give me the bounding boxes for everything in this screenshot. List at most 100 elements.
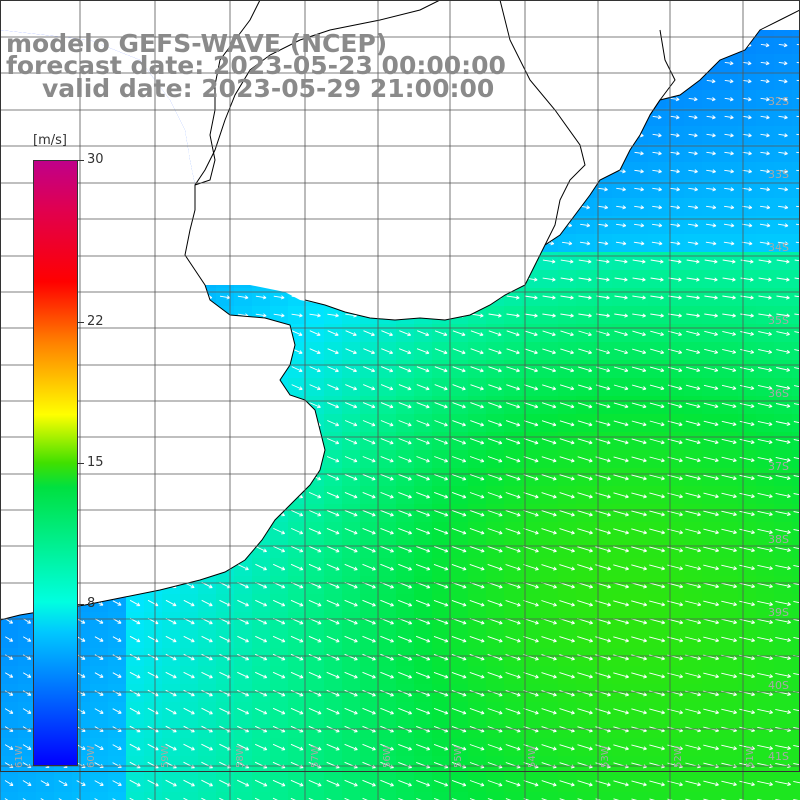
wind-arrow [776,313,790,318]
wind-arrow [757,420,773,427]
wind-arrow [705,223,717,228]
wind-arrow [524,348,538,355]
wind-arrow [380,420,394,427]
wind-arrow [669,223,681,228]
wind-arrow [344,743,358,751]
wind-arrow [201,599,213,607]
wind-arrow [542,366,557,373]
wind-arrow [201,689,213,697]
wind-arrow [721,582,737,589]
wind-arrow [327,438,340,445]
wind-arrow [706,205,717,210]
wind-arrow [616,187,626,192]
wind-arrow [632,277,646,282]
latitude-label: 34S [768,241,789,254]
wind-arrow [398,653,413,661]
wind-arrow [505,528,521,535]
wind-arrow [796,205,800,208]
colorbar-tick-mark [78,321,84,323]
speed-cell [792,72,800,91]
wind-arrow [487,635,503,643]
wind-arrow [562,241,573,246]
wind-arrow [112,798,117,800]
wind-arrow [559,672,575,679]
wind-arrow [721,672,737,679]
wind-arrow [613,546,630,553]
wind-arrow [506,330,520,337]
wind-arrow [757,708,773,715]
wind-arrow [487,671,503,679]
wind-arrow [577,492,593,499]
speed-cell [792,756,800,775]
wind-arrow [775,636,791,643]
wind-arrow [309,366,321,373]
wind-arrow [272,689,286,697]
wind-arrow [434,474,449,481]
wind-arrow [721,456,737,463]
wind-arrow [596,348,611,355]
wind-arrow [721,510,737,517]
wind-arrow [380,545,394,553]
wind-arrow [706,97,716,102]
wind-arrow [40,798,45,800]
wind-arrow [703,582,720,589]
speed-cell [792,522,800,541]
wind-arrow [487,492,503,499]
colorbar-tick-label: 22 [87,313,104,329]
wind-arrow [559,564,575,571]
wind-arrow [505,780,521,787]
wind-arrow [613,456,629,463]
speed-cell [792,180,800,199]
wind-arrow [577,528,593,535]
wind-arrow [398,635,413,643]
wind-arrow [506,313,520,318]
wind-arrow [705,241,717,246]
wind-arrow [776,349,790,354]
wind-arrow [758,259,772,264]
wind-arrow [273,563,286,571]
wind-arrow [94,654,104,660]
wind-arrow [524,366,538,373]
wind-arrow [183,779,195,787]
wind-arrow [380,509,394,517]
wind-arrow [326,653,340,661]
wind-arrow [703,456,719,463]
speed-cell [792,450,800,469]
wind-arrow [237,653,250,661]
wind-arrow [757,384,773,390]
wind-arrow [577,672,593,679]
wind-arrow [237,743,250,751]
wind-arrow [380,743,394,751]
wind-arrow [760,151,770,156]
wind-arrow [704,348,719,355]
wind-arrow [577,600,594,607]
wind-arrow [794,313,800,316]
wind-arrow [434,456,449,463]
wind-arrow [613,438,629,445]
wind-arrow [327,384,339,391]
wind-arrow [398,366,412,373]
longitude-label: 61W [14,745,25,768]
wind-arrow [632,330,646,337]
wind-arrow [523,546,539,553]
speed-cell [540,792,559,800]
wind-arrow [362,653,376,661]
wind-arrow [613,492,629,499]
wind-arrow [469,599,485,607]
speed-cell [792,378,800,397]
wind-arrow [452,456,467,463]
wind-arrow [272,671,286,679]
wind-arrow [290,563,304,571]
wind-arrow [686,313,700,318]
wind-arrow [219,295,231,300]
wind-arrow [760,133,770,138]
latitude-label: 32S [768,95,789,108]
wind-arrow [794,367,800,370]
longitude-label: 53W [600,745,611,768]
wind-arrow [634,151,644,156]
land-area-north [0,0,800,320]
wind-arrow [652,133,662,138]
wind-arrow [670,97,680,102]
wind-arrow [4,780,14,786]
wind-arrow [523,744,539,751]
